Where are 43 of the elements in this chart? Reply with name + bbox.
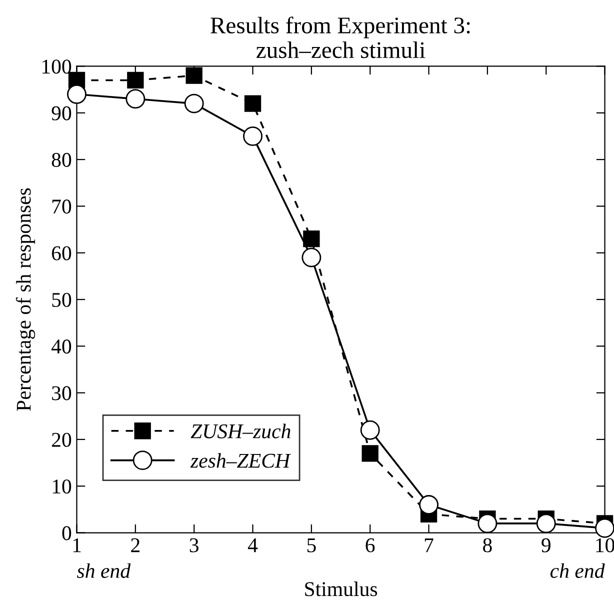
x-tick-label: 6 [366,538,375,552]
x-tick-label: 10 [596,538,614,552]
point [478,514,498,534]
point [419,495,438,514]
point [303,230,320,248]
x-tick-label: 7 [424,538,434,552]
y-tick-label: 50 [52,292,72,307]
y-axis-title: Percentage of sh responses [16,188,36,411]
point [126,89,146,109]
y-tick-label: 30 [52,386,72,400]
text: sh end [77,563,131,578]
point [360,420,380,440]
x-tick-label: 3 [190,538,198,552]
x-axis-title: Stimulus [305,582,378,596]
y-tick-label: 20 [52,432,72,447]
x-tick-label: 8 [483,538,492,552]
point [67,84,86,104]
point [302,248,322,268]
point [243,126,262,146]
point [184,94,204,114]
point [127,72,144,89]
chart-title: Results from Experiment 3: zush–zech stimuli [210,16,470,58]
point [244,95,262,112]
y-tick-label: 100 [42,60,72,74]
x-tick-label: 5 [307,538,316,552]
legend-label: zesh–ZECH [190,453,291,468]
y-tick-label: 80 [52,152,72,167]
text: ch end [550,563,605,578]
point [362,445,378,462]
y-tick-label: 90 [52,106,72,120]
legend-label: ZUSH–zuch [190,424,290,438]
x-tick-label: 2 [131,538,140,552]
x-tick-label: 9 [542,538,550,552]
y-tick-label: 60 [52,246,72,260]
point [186,67,202,84]
x-tick-label: 1 [73,538,81,552]
y-tick-label: 40 [51,340,72,354]
y-tick-label: 10 [52,479,72,494]
point [595,518,614,538]
y-tick-label: 70 [52,200,72,214]
x-tick-label: 4 [248,538,258,552]
point [536,514,556,534]
y-tick-label: 0 [62,526,72,540]
